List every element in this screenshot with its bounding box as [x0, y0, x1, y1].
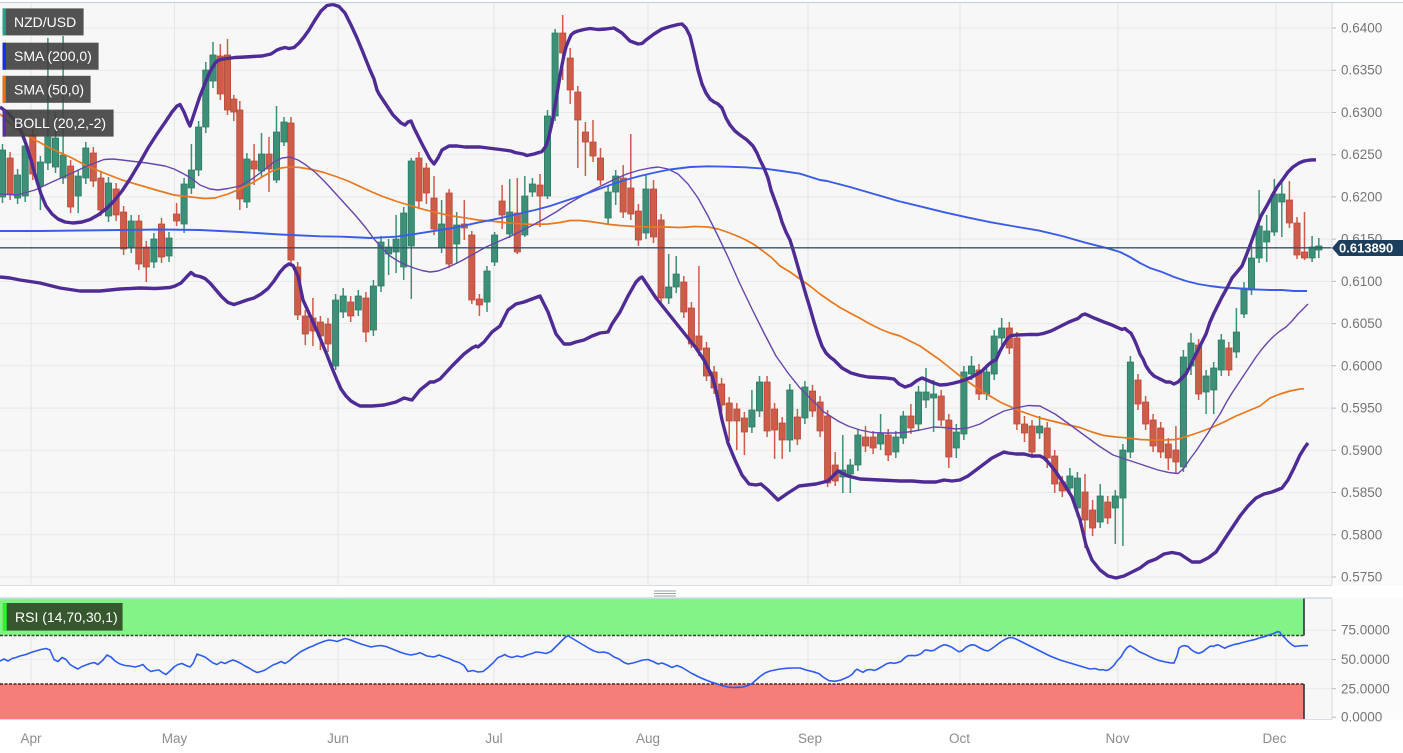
svg-text:0.0000: 0.0000 — [1341, 710, 1382, 725]
svg-text:BOLL (20,2,-2): BOLL (20,2,-2) — [14, 115, 106, 131]
svg-text:Apr: Apr — [20, 731, 42, 746]
svg-text:0.5950: 0.5950 — [1341, 401, 1382, 416]
svg-text:SMA (50,0): SMA (50,0) — [14, 81, 84, 97]
svg-text:0.613890: 0.613890 — [1339, 241, 1393, 256]
svg-text:SMA (200,0): SMA (200,0) — [14, 48, 92, 64]
svg-text:0.6350: 0.6350 — [1341, 63, 1382, 78]
svg-text:0.5900: 0.5900 — [1341, 443, 1382, 458]
svg-text:0.6000: 0.6000 — [1341, 358, 1382, 373]
svg-text:NZD/USD: NZD/USD — [14, 14, 76, 30]
svg-text:0.6400: 0.6400 — [1341, 21, 1382, 36]
svg-text:Jul: Jul — [485, 731, 502, 746]
svg-text:50.0000: 50.0000 — [1341, 652, 1390, 667]
svg-text:Sep: Sep — [798, 731, 822, 746]
svg-text:Jun: Jun — [327, 731, 349, 746]
svg-text:25.0000: 25.0000 — [1341, 681, 1390, 696]
svg-text:0.6200: 0.6200 — [1341, 189, 1382, 204]
svg-text:0.5800: 0.5800 — [1341, 527, 1382, 542]
svg-text:0.6100: 0.6100 — [1341, 274, 1382, 289]
svg-text:0.5850: 0.5850 — [1341, 485, 1382, 500]
svg-text:75.0000: 75.0000 — [1341, 623, 1390, 638]
svg-text:0.6250: 0.6250 — [1341, 147, 1382, 162]
svg-text:May: May — [162, 731, 188, 746]
svg-text:0.5750: 0.5750 — [1341, 570, 1382, 585]
svg-text:Dec: Dec — [1262, 731, 1286, 746]
svg-text:Aug: Aug — [636, 731, 660, 746]
svg-text:Nov: Nov — [1105, 731, 1129, 746]
svg-text:0.6050: 0.6050 — [1341, 316, 1382, 331]
svg-text:Oct: Oct — [949, 731, 970, 746]
svg-text:RSI (14,70,30,1): RSI (14,70,30,1) — [15, 609, 118, 625]
svg-text:0.6300: 0.6300 — [1341, 105, 1382, 120]
